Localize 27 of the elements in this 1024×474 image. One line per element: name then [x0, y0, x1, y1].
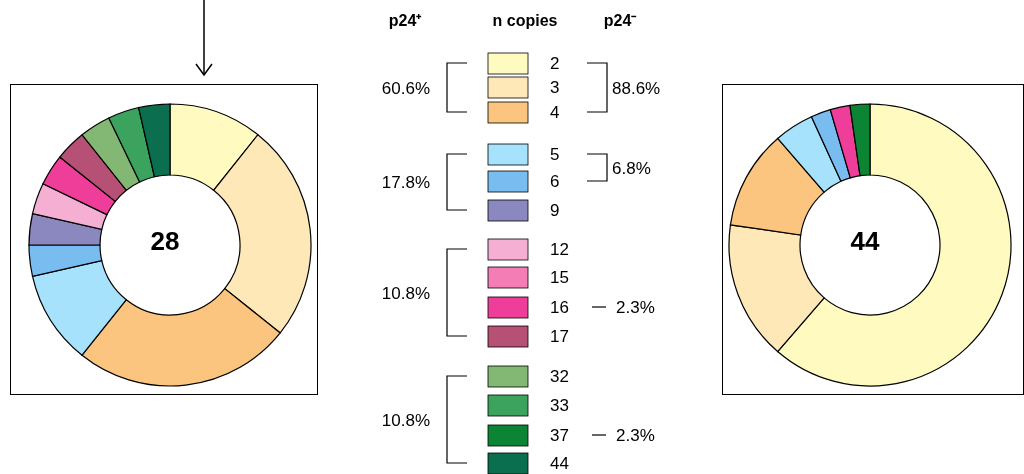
legend-label: 12	[550, 240, 569, 259]
legend-label: 37	[550, 426, 569, 445]
legend-label: 3	[550, 78, 560, 97]
legend-label: 17	[550, 327, 569, 346]
legend-label: 16	[550, 298, 569, 317]
text: 6.8%	[612, 158, 651, 178]
text: 44	[850, 226, 880, 256]
legend-label: 6	[550, 172, 560, 191]
legend-label: 44	[550, 454, 569, 473]
slice-label: p24⁺	[388, 12, 423, 29]
legend-label: 5	[550, 145, 560, 164]
legend-label: 4	[550, 103, 560, 122]
text: 10.8%	[381, 283, 430, 303]
text: 60.6%	[381, 78, 430, 98]
text: 10.8%	[381, 410, 430, 430]
text: 88.6%	[612, 78, 661, 98]
legend-label: 33	[550, 396, 569, 415]
legend-label: 15	[550, 268, 569, 287]
legend-label: 2	[550, 54, 560, 73]
legend-label: 9	[550, 201, 560, 220]
text: 2.3%	[616, 426, 655, 445]
slice-label: p24⁻	[603, 12, 638, 29]
legend-label: 32	[550, 367, 569, 386]
text: 17.8%	[381, 173, 430, 192]
legend-title: n copies	[492, 12, 558, 29]
text: 2.3%	[616, 298, 655, 317]
text: 28	[150, 226, 180, 256]
